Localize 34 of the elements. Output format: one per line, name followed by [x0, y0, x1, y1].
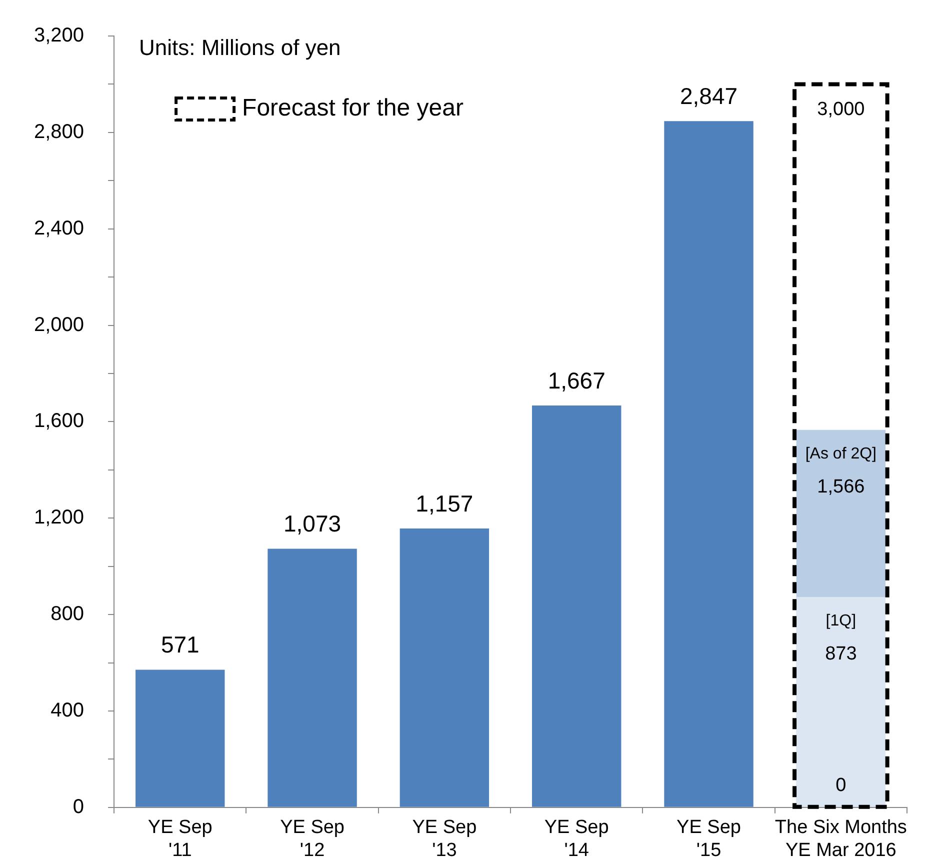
data-label: 1,667 — [548, 367, 606, 394]
bar — [532, 406, 622, 807]
y-tick-label: 3,200 — [34, 24, 84, 47]
bar — [400, 528, 490, 807]
x-tick-label: YE Sep '12 — [280, 817, 345, 861]
bar — [268, 548, 357, 807]
x-tick-label: YE Sep '14 — [544, 817, 609, 861]
data-label: 0 — [836, 775, 846, 796]
legend-label: Forecast for the year — [242, 94, 464, 122]
y-tick-label: 1,600 — [34, 410, 84, 432]
x-tick-label: The Six Months YE Mar 2016 — [774, 817, 907, 861]
y-tick-label: 0 — [72, 796, 84, 818]
series-label: [1Q] — [826, 612, 856, 630]
bar — [664, 121, 754, 807]
y-tick-label: 2,400 — [34, 217, 84, 240]
data-label: 571 — [160, 632, 200, 658]
series-label: [As of 2Q] — [805, 445, 876, 462]
data-label: 1,566 — [817, 476, 865, 498]
y-tick-label: 2,800 — [34, 120, 84, 143]
annotation: Units: Millions of yen — [139, 35, 341, 60]
x-tick-label: YE Sep '15 — [676, 817, 741, 861]
x-tick-label: YE Sep '13 — [412, 817, 477, 861]
bar — [796, 596, 886, 807]
x-tick-label: YE Sep '11 — [148, 817, 212, 861]
bar — [136, 670, 225, 807]
data-label: 2,847 — [680, 82, 738, 109]
data-label: 1,157 — [416, 490, 474, 516]
y-tick-label: 400 — [50, 699, 84, 722]
y-tick-label: 1,200 — [34, 506, 84, 529]
y-tick-label: 2,000 — [34, 314, 84, 336]
y-tick-label: 800 — [50, 603, 84, 626]
data-label: 873 — [825, 644, 857, 665]
data-label: 1,073 — [284, 510, 342, 537]
data-label: 3,000 — [817, 98, 865, 120]
